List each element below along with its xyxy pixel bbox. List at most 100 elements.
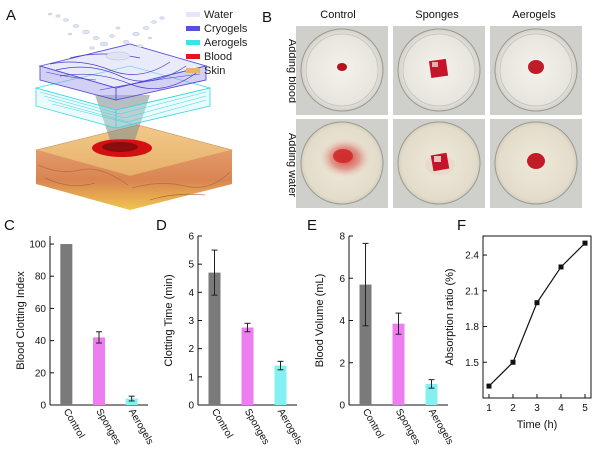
y-tick-label: 0 [188, 401, 194, 412]
bar-sponges [392, 323, 405, 405]
legend-swatch-blood [186, 54, 200, 59]
y-axis-title: Blood Clotting Index [15, 271, 27, 370]
photo-col-aerogels: Aerogels [512, 9, 556, 21]
x-tick-label: 3 [534, 403, 540, 414]
bar-aerogels [125, 398, 138, 405]
legend-swatch-skin [186, 68, 200, 73]
panel-c-letter: C [4, 217, 15, 234]
photo-aerogels-blood [490, 26, 582, 115]
legend-swatch-aerogels [186, 40, 200, 45]
photo-row-adding-blood: Adding blood [286, 39, 298, 103]
data-point [558, 264, 564, 270]
y-tick-label: 2 [339, 358, 345, 369]
bar-control [359, 284, 372, 405]
panel-f: F 1.5 1.8 2.1 2.4 1 2 3 4 5 Time (h) Absorption ra… [444, 217, 592, 431]
y-tick-label: 6 [339, 274, 345, 285]
bar-aerogels [274, 365, 287, 405]
x-tick-label: 4 [558, 403, 564, 414]
y-tick-label: 3 [188, 316, 194, 327]
y-tick-label: 0 [339, 401, 345, 412]
y-tick-label: 0 [40, 401, 46, 412]
x-tick-label: Control [209, 407, 235, 440]
series-line [488, 242, 586, 387]
bar-sponges [241, 327, 254, 405]
chart-e: 0 2 4 6 8 Blood Volume (mL) Control Sponges Aero… [314, 232, 455, 447]
panel-e: E 0 2 4 6 8 Blood Volume (mL) Control Sponges Ae… [307, 217, 455, 447]
y-tick-label: 5 [188, 260, 194, 271]
panel-c: C 0 20 40 60 80 100 Blood Clotting Index Contro… [4, 217, 155, 447]
y-axis-title: Absorption ratio (%) [444, 268, 456, 365]
y-axis-title: Blood Volume (mL) [314, 274, 326, 368]
x-tick-label: Sponges [393, 407, 422, 447]
photo-row-adding-water: Adding water [286, 133, 298, 198]
chart-c: 0 20 40 60 80 100 Blood Clotting Index Control S… [15, 236, 155, 447]
y-tick-label: 20 [35, 368, 47, 379]
y-tick-label: 80 [35, 272, 47, 283]
x-tick-label: Aerogels [275, 407, 304, 447]
data-point [582, 240, 588, 246]
legend-label-cryogels: Cryogels [204, 23, 248, 35]
y-tick-label: 2.4 [465, 251, 479, 262]
photo-sponges-blood [393, 26, 485, 115]
y-tick-label: 2.1 [465, 286, 479, 297]
legend-label-aerogels: Aerogels [204, 37, 248, 49]
panel-a-letter: A [6, 7, 16, 24]
x-axis-title: Time (h) [517, 419, 558, 431]
y-tick-label: 2 [188, 344, 194, 355]
water-splash [47, 12, 165, 61]
panel-f-letter: F [457, 217, 466, 234]
legend-swatch-water [186, 12, 200, 17]
y-tick-label: 6 [188, 232, 194, 243]
legend-swatch-cryogels [186, 26, 200, 31]
y-tick-label: 4 [339, 316, 345, 327]
plot-frame [482, 235, 592, 399]
x-tick-label: Sponges [242, 407, 271, 447]
x-tick-label: 2 [510, 403, 516, 414]
y-tick-label: 60 [35, 304, 47, 315]
y-tick-label: 8 [339, 232, 345, 243]
legend-label-blood: Blood [204, 51, 232, 63]
panel-b-letter: B [262, 9, 272, 26]
bar-control [208, 272, 221, 405]
photo-col-control: Control [320, 9, 355, 21]
panel-d-letter: D [156, 217, 167, 234]
y-tick-label: 100 [29, 240, 46, 251]
panel-e-letter: E [307, 217, 317, 234]
panel-a: A [6, 7, 248, 210]
y-tick-label: 1 [188, 372, 194, 383]
cryogel-layer [38, 43, 208, 101]
aerogel-layer [35, 65, 211, 129]
photo-control-blood [296, 26, 388, 115]
x-tick-label: Sponges [93, 407, 122, 447]
photo-aerogels-water [490, 119, 582, 208]
bar-sponges [93, 337, 105, 405]
legend-label-skin: Skin [204, 65, 225, 77]
x-tick-label: 1 [486, 403, 492, 414]
bar-aerogels [425, 383, 438, 405]
panel-d: D 0 1 2 3 4 5 6 Clotting Time (min) Control Spong… [156, 217, 304, 447]
x-tick-label: Aerogels [426, 407, 455, 447]
y-axis-title: Clotting Time (min) [163, 274, 175, 366]
bar-control [60, 244, 73, 405]
y-tick-label: 40 [35, 336, 47, 347]
x-tick-label: Aerogels [126, 407, 155, 447]
x-tick-label: 5 [582, 403, 588, 414]
photo-col-sponges: Sponges [415, 9, 459, 21]
x-tick-label: Control [360, 407, 386, 440]
y-tick-label: 4 [188, 288, 194, 299]
chart-d: 0 1 2 3 4 5 6 Clotting Time (min) Control Sponges… [163, 232, 304, 447]
skin-illustration [34, 124, 234, 210]
y-tick-label: 1.5 [465, 358, 479, 369]
schematic-legend: Water Cryogels Aerogels Blood Skin [186, 9, 248, 77]
photo-control-water [296, 119, 388, 208]
photo-sponges-water [393, 119, 485, 208]
data-point [534, 300, 540, 306]
legend-label-water: Water [204, 9, 233, 21]
data-point [486, 383, 492, 389]
data-point [510, 359, 516, 365]
chart-f: 1.5 1.8 2.1 2.4 1 2 3 4 5 Time (h) Absorption rati… [444, 235, 592, 431]
y-tick-label: 1.8 [465, 322, 479, 333]
x-tick-label: Control [61, 407, 87, 440]
panel-b: B Control Sponges Aerogels Adding blood … [262, 9, 582, 208]
